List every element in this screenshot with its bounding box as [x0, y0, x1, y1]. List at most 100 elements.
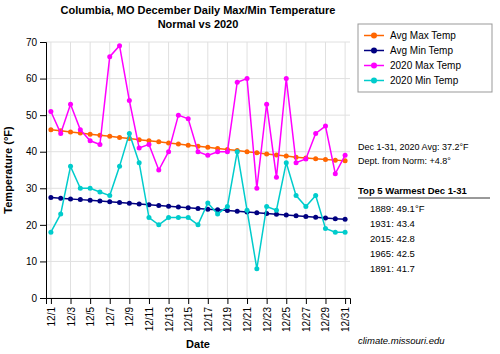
x-tick-label: 12/17	[203, 307, 214, 332]
x-axis: 12/112/312/512/712/912/1112/1312/1512/17…	[46, 298, 351, 332]
x-tick-label: 12/31	[340, 307, 351, 332]
series-point	[333, 216, 338, 221]
x-grid-line	[207, 42, 208, 298]
series-point	[323, 157, 328, 162]
x-tick-mark	[325, 298, 326, 304]
y-axis-line	[40, 43, 47, 299]
x-tick: 12/17	[203, 298, 214, 332]
series-point	[284, 76, 289, 81]
y-grid-line	[46, 261, 350, 262]
website: climate.missouri.edu	[358, 335, 445, 346]
series-point	[107, 54, 112, 59]
series-point	[58, 211, 63, 216]
x-grid-line	[168, 42, 169, 298]
series-point	[48, 195, 53, 200]
x-grid-line	[50, 42, 51, 298]
series-point	[245, 208, 250, 213]
x-grid-line	[227, 42, 228, 298]
x-grid-line	[305, 42, 306, 298]
legend-label: 2020 Min Temp	[390, 75, 459, 86]
x-tick-mark	[71, 298, 72, 304]
x-tick-label: 12/3	[66, 307, 77, 327]
series-point	[68, 129, 73, 134]
series-point	[303, 204, 308, 209]
series-point	[294, 160, 299, 165]
series-point	[333, 171, 338, 176]
series-point	[323, 124, 328, 129]
series-point	[97, 199, 102, 204]
x-tick-mark	[51, 298, 52, 304]
y-tick-mark	[40, 79, 46, 80]
y-tick: 60	[26, 73, 46, 84]
series-point	[117, 164, 122, 169]
x-tick: 12/13	[164, 298, 175, 332]
series-point	[343, 153, 348, 158]
x-tick: 12/11	[144, 298, 155, 331]
y-grid-line	[46, 115, 350, 116]
legend-label: Avg Min Temp	[390, 45, 453, 56]
series-point	[156, 222, 161, 227]
series-point	[323, 215, 328, 220]
series-point	[274, 208, 279, 213]
top5-entry: 2015: 42.8	[370, 233, 415, 244]
y-tick-mark	[40, 261, 46, 262]
y-tick-label: 20	[26, 220, 38, 231]
x-tick-mark	[247, 298, 248, 304]
x-tick-mark	[149, 298, 150, 304]
y-tick-mark	[40, 188, 46, 189]
series-point	[97, 142, 102, 147]
series-point	[127, 131, 132, 136]
y-tick: 20	[26, 220, 46, 231]
x-tick-mark	[227, 298, 228, 304]
x-tick-mark	[188, 298, 189, 304]
series-point	[176, 142, 181, 147]
series-point	[186, 205, 191, 210]
x-grid-line	[109, 42, 110, 298]
series-point	[166, 204, 171, 209]
y-grid-line	[46, 42, 350, 43]
y-tick-label: 70	[26, 37, 38, 48]
legend-marker	[371, 63, 377, 69]
series-point	[303, 157, 308, 162]
series-point	[127, 201, 132, 206]
x-grid-line	[148, 42, 149, 298]
series-point	[117, 135, 122, 140]
series-point	[137, 160, 142, 165]
series-point	[137, 202, 142, 207]
series-point	[205, 145, 210, 150]
x-tick-mark	[306, 298, 307, 304]
series-point	[196, 149, 201, 154]
series-point	[225, 204, 230, 209]
y-tick: 40	[26, 146, 46, 157]
series-point	[88, 198, 93, 203]
series-point	[196, 206, 201, 211]
series-point	[343, 230, 348, 235]
series-point	[225, 149, 230, 154]
y-tick: 30	[26, 183, 46, 194]
series-point	[254, 266, 259, 271]
series-point	[107, 199, 112, 204]
y-tick-label: 60	[26, 73, 38, 84]
x-grid-line	[129, 42, 130, 298]
series-point	[333, 230, 338, 235]
series-point	[196, 222, 201, 227]
x-tick-label: 12/19	[222, 307, 233, 332]
series-point	[284, 154, 289, 159]
y-tick-label: 0	[31, 293, 37, 304]
legend-label: 2020 Max Temp	[390, 60, 461, 71]
series-point	[294, 193, 299, 198]
series-point	[205, 153, 210, 158]
x-axis-line	[47, 299, 351, 305]
series-point	[117, 43, 122, 48]
series-point	[48, 230, 53, 235]
y-tick: 50	[26, 110, 46, 121]
series-point	[274, 175, 279, 180]
series-point	[313, 215, 318, 220]
x-tick-label: 12/5	[85, 307, 96, 327]
series-point	[117, 200, 122, 205]
series-point	[58, 196, 63, 201]
x-tick-mark	[110, 298, 111, 304]
x-tick-label: 12/11	[144, 307, 155, 332]
legend-marker	[371, 33, 377, 39]
series-point	[166, 149, 171, 154]
